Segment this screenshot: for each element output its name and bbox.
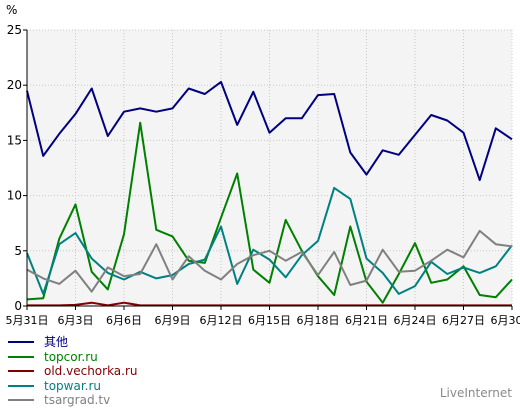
- x-tick-label: 6月15日: [248, 314, 291, 327]
- legend-label: topcor.ru: [44, 350, 98, 365]
- legend-label: topwar.ru: [44, 379, 101, 394]
- legend-label: tsargrad.tv: [44, 393, 110, 408]
- legend-label: old.vechorka.ru: [44, 364, 138, 379]
- x-tick-label: 6月24日: [394, 314, 437, 327]
- legend-item: topcor.ru: [8, 350, 138, 365]
- legend-item: old.vechorka.ru: [8, 364, 138, 379]
- x-tick-label: 6月12日: [200, 314, 243, 327]
- legend-swatch: [8, 356, 34, 358]
- legend-swatch: [8, 341, 34, 343]
- y-tick-label: 25: [7, 23, 22, 37]
- legend-swatch: [8, 385, 34, 387]
- x-tick-label: 6月21日: [345, 314, 388, 327]
- y-tick-label: 5: [14, 244, 22, 258]
- y-axis-label: %: [6, 3, 17, 17]
- y-tick-label: 20: [7, 78, 22, 92]
- legend-swatch: [8, 370, 34, 372]
- x-axis: 5月31日 6月3日 6月6日 6月9日 6月12日 6月15日 6月18日 6月21日 6月2…: [6, 306, 520, 327]
- x-tick-label: 6月30日: [491, 314, 520, 327]
- legend-swatch: [8, 399, 34, 401]
- legend-item: topwar.ru: [8, 379, 138, 394]
- x-tick-label: 5月31日: [6, 314, 49, 327]
- y-tick-label: 0: [14, 299, 22, 313]
- y-tick-label: 10: [7, 189, 22, 203]
- x-tick-label: 6月18日: [297, 314, 340, 327]
- y-axis: 0 5 10 15 20 25: [7, 23, 27, 313]
- legend-item: 其他: [8, 335, 138, 350]
- legend-label: 其他: [44, 335, 68, 350]
- x-tick-label: 6月9日: [155, 314, 191, 327]
- legend-item: tsargrad.tv: [8, 393, 138, 408]
- watermark: LiveInternet: [440, 386, 512, 400]
- y-tick-label: 15: [7, 133, 22, 147]
- x-tick-label: 6月3日: [58, 314, 94, 327]
- x-tick-label: 6月6日: [106, 314, 142, 327]
- x-tick-label: 6月27日: [442, 314, 485, 327]
